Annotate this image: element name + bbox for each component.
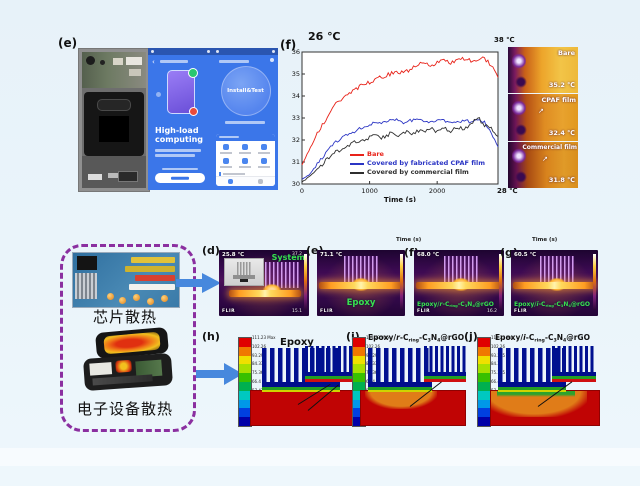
- circuit-board-image: [72, 252, 180, 308]
- legend-label: Bare: [367, 150, 384, 158]
- arrow-to-chip-panels: [176, 273, 221, 293]
- phone-pcb: [82, 52, 146, 88]
- phone-illustration: [166, 68, 198, 116]
- flir-logo: FLIR: [320, 309, 334, 314]
- thermal-commercial: Commercial film ↗ 31.8 ℃: [508, 140, 578, 188]
- legend-swatch: [350, 153, 364, 156]
- sim-base-j: [490, 390, 600, 426]
- alert-badge-icon: [188, 107, 198, 116]
- svg-text:32: 32: [292, 136, 300, 144]
- benchmark-screenshot-1: ‹ High-load computing: [148, 48, 213, 190]
- flir-panel-r-composite: 68.0 ℃ Epoxy/r-Cring-C3N4@rGO 16.2 FLIR: [414, 250, 504, 316]
- install-test-button: Install&Test: [220, 66, 271, 116]
- legend-label: Covered by fabricated CPAF film: [367, 159, 486, 167]
- svg-text:1000: 1000: [361, 187, 378, 195]
- check-badge-icon: [187, 68, 198, 78]
- flir-colorbar: [499, 254, 502, 310]
- flir-colorbar: [304, 254, 307, 310]
- svg-text:33: 33: [292, 114, 300, 122]
- time-axis-label: Time (s): [396, 237, 422, 243]
- device-cooling-label: 电子设备散热: [76, 400, 173, 418]
- thermal-bare: Bare 35.2 ℃: [508, 47, 578, 94]
- sim-inset-j: [552, 346, 596, 382]
- flir-colorbar: [400, 254, 403, 310]
- sim-title-i-composite: Epoxy/i-Cring-C3N4@rGO: [495, 333, 590, 344]
- settings-icon: [270, 58, 274, 62]
- back-arrow-icon: ‹: [152, 58, 155, 66]
- test-options-card: [216, 134, 275, 186]
- chart-legend: Bare Covered by fabricated CPAF film Cover…: [350, 150, 485, 177]
- phone-internals-body: [82, 52, 146, 188]
- svg-text:Time (s): Time (s): [384, 196, 416, 202]
- chip-cooling-label: 芯片散热: [92, 308, 157, 326]
- panel-label-j: (j): [464, 330, 478, 343]
- annotation-arrow-icon: ↗: [538, 107, 544, 116]
- application-dashed-box: [60, 244, 196, 432]
- legend-swatch: [350, 171, 364, 174]
- flir-colorbar: [593, 254, 596, 310]
- ambient-temp-label: 26 ℃: [308, 30, 341, 43]
- arrow-to-device-panels: [196, 363, 243, 385]
- sim-colorbar: [477, 337, 491, 427]
- phone-camera: [86, 56, 95, 65]
- panel-label-d: (d): [202, 244, 220, 257]
- flir-logo: FLIR: [417, 309, 431, 314]
- sim-colorbar: [352, 337, 366, 427]
- svg-text:0: 0: [300, 187, 304, 195]
- sim-heatsink-i: [368, 348, 432, 392]
- panel-label-e-top: (e): [58, 36, 78, 50]
- footer-highlight: [0, 448, 640, 466]
- strip-scale-max: 38 ℃: [494, 36, 515, 44]
- sim-inset-i: [424, 346, 466, 382]
- svg-text:34: 34: [292, 92, 300, 100]
- temperature-chart: 30 31 32 33 34 35 36 0 1000 2000 Time (s): [292, 48, 499, 202]
- bottom-nav: [216, 176, 275, 186]
- device-thermal-overlay: [103, 331, 161, 355]
- legend-row: Covered by commercial film: [350, 168, 485, 177]
- electronic-device-image: [82, 326, 174, 394]
- flir-panel-i-composite: 60.5 ℃ Epoxy/i-Cring-C3N4@rGO FLIR: [511, 250, 598, 316]
- flir-panel-epoxy: 71.1 ℃ Epoxy FLIR: [317, 250, 405, 316]
- svg-text:30: 30: [292, 180, 300, 188]
- thermal-cpaf: CPAF film ↗ 32.4 ℃: [508, 93, 578, 141]
- sim-colorbar: [238, 337, 252, 427]
- sim-title-r-composite: Epoxy/r-Cring-C3N4@rGO: [368, 333, 465, 344]
- legend-row: Bare: [350, 150, 485, 159]
- strip-scale-min: 28 ℃: [497, 187, 518, 195]
- flir-logo: FLIR: [222, 309, 236, 314]
- sim-title-epoxy: Epoxy: [280, 337, 314, 348]
- svg-text:31: 31: [292, 158, 300, 166]
- flir-logo: FLIR: [514, 309, 528, 314]
- flir-panel-system: 25.8 ℃ System 37.2 15.1 FLIR: [219, 250, 309, 316]
- time-axis-label: Time (s): [532, 237, 558, 243]
- legend-row: Covered by fabricated CPAF film: [350, 159, 485, 168]
- phone-battery: [84, 92, 144, 156]
- phone-internals-photo: [78, 48, 150, 192]
- svg-text:2000: 2000: [429, 187, 446, 195]
- thermal-strip: Bare 35.2 ℃ CPAF film ↗ 32.4 ℃ Commercia…: [508, 47, 578, 188]
- panel-label-f-top: (f): [280, 38, 297, 52]
- panel-label-h: (h): [202, 330, 220, 343]
- legend-label: Covered by commercial film: [367, 168, 469, 176]
- svg-text:36: 36: [292, 48, 300, 56]
- sim-inset-h: [305, 346, 359, 382]
- setup-photo-inset: [224, 258, 264, 286]
- benchmark-screenshot-2: Install&Test: [213, 48, 278, 190]
- annotation-arrow-icon: ↗: [542, 154, 548, 163]
- legend-swatch: [350, 162, 364, 165]
- sim-base-i: [360, 390, 466, 426]
- svg-text:35: 35: [292, 70, 300, 78]
- headline: High-load computing: [155, 126, 203, 144]
- start-button: [155, 173, 205, 183]
